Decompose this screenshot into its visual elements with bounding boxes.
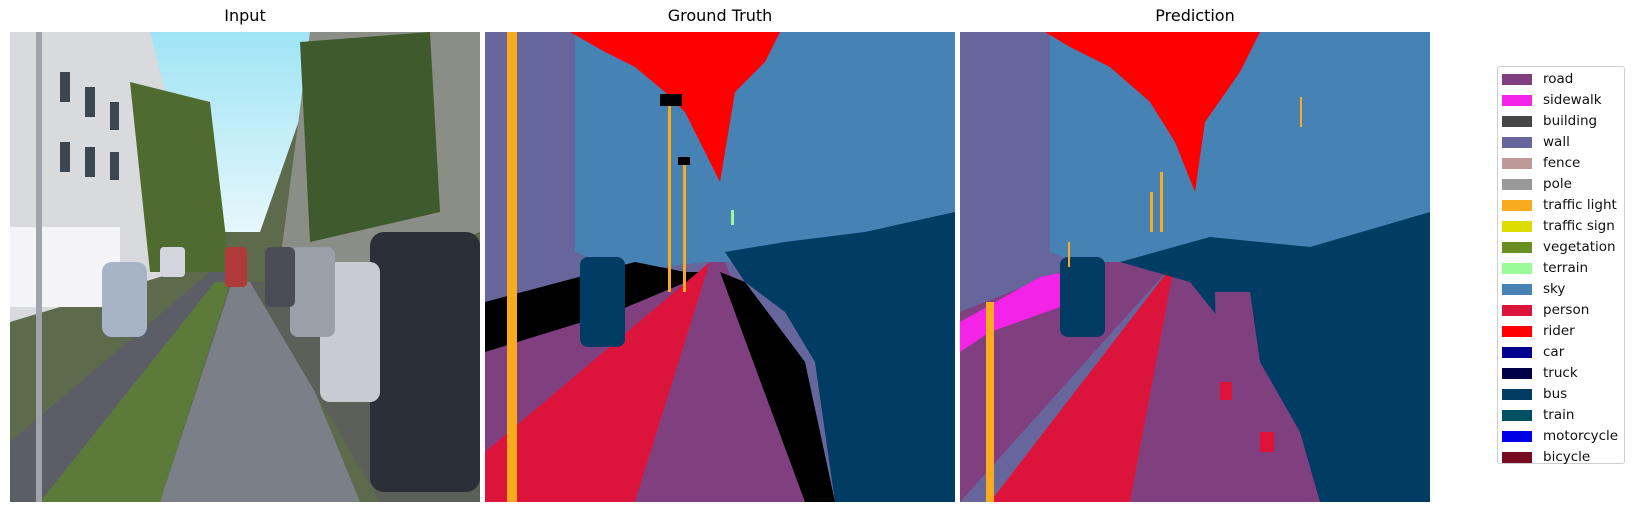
street-pole	[36, 32, 42, 502]
parked-cars	[102, 232, 480, 492]
legend-swatch	[1502, 221, 1532, 232]
right-trees	[300, 32, 440, 242]
legend-label: pole	[1543, 176, 1572, 192]
legend-item: sky	[1498, 279, 1624, 300]
legend-swatch	[1502, 347, 1532, 358]
legend-swatch	[1502, 95, 1532, 106]
legend-item: train	[1498, 405, 1624, 426]
main-road	[160, 282, 360, 502]
legend-swatch	[1502, 452, 1532, 463]
gt-road-center	[635, 262, 820, 502]
gt-rider	[570, 32, 780, 182]
legend-item: rider	[1498, 321, 1624, 342]
legend-label: person	[1543, 302, 1590, 318]
legend-label: vegetation	[1543, 239, 1616, 255]
legend-item: car	[1498, 342, 1624, 363]
legend-label: terrain	[1543, 260, 1589, 276]
legend-label: traffic light	[1543, 197, 1617, 213]
legend-swatch	[1502, 263, 1532, 274]
ground-truth-image	[485, 32, 955, 502]
legend-label: bicycle	[1543, 449, 1591, 465]
input-image	[10, 32, 480, 502]
prediction-image	[960, 32, 1430, 502]
legend-swatch	[1502, 137, 1532, 148]
legend-label: train	[1543, 407, 1575, 423]
legend-swatch	[1502, 200, 1532, 211]
legend-swatch	[1502, 74, 1532, 85]
pred-bus	[1120, 212, 1430, 502]
legend-label: truck	[1543, 365, 1578, 381]
prediction-title: Prediction	[1155, 6, 1235, 25]
legend-swatch	[1502, 242, 1532, 253]
gt-bus	[725, 212, 955, 502]
legend-item: wall	[1498, 132, 1624, 153]
legend-item: road	[1498, 69, 1624, 90]
legend-swatch	[1502, 158, 1532, 169]
left-trees	[130, 82, 230, 272]
legend-swatch	[1502, 305, 1532, 316]
pred-rider	[1045, 32, 1260, 192]
legend-label: fence	[1543, 155, 1581, 171]
legend-item: bus	[1498, 384, 1624, 405]
legend-label: rider	[1543, 323, 1575, 339]
input-panel: Input	[10, 0, 480, 511]
legend-item: traffic light	[1498, 195, 1624, 216]
legend-item: sidewalk	[1498, 90, 1624, 111]
pred-person-wedge	[990, 262, 1175, 502]
legend-label: building	[1543, 113, 1598, 129]
legend-label: wall	[1543, 134, 1570, 150]
legend-swatch	[1502, 410, 1532, 421]
legend: road sidewalk building wall fence pole t…	[1497, 66, 1625, 465]
legend-swatch	[1502, 368, 1532, 379]
legend-item: person	[1498, 300, 1624, 321]
legend-item: bicycle	[1498, 447, 1624, 468]
legend-swatch	[1502, 326, 1532, 337]
ground-truth-title: Ground Truth	[667, 6, 773, 25]
legend-item: building	[1498, 111, 1624, 132]
gt-black-right	[720, 272, 835, 502]
prediction-panel: Prediction	[960, 0, 1430, 511]
legend-swatch	[1502, 179, 1532, 190]
legend-item: traffic sign	[1498, 216, 1624, 237]
legend-item: vegetation	[1498, 237, 1624, 258]
legend-item: fence	[1498, 153, 1624, 174]
legend-label: car	[1543, 344, 1565, 360]
legend-item: truck	[1498, 363, 1624, 384]
legend-label: motorcycle	[1543, 428, 1619, 444]
legend-item: terrain	[1498, 258, 1624, 279]
legend-swatch	[1502, 431, 1532, 442]
legend-label: road	[1543, 71, 1574, 87]
legend-swatch	[1502, 389, 1532, 400]
input-title: Input	[224, 6, 266, 25]
pred-traffic-light-pole	[986, 302, 994, 502]
legend-label: sky	[1543, 281, 1566, 297]
legend-item: motorcycle	[1498, 426, 1624, 447]
legend-label: bus	[1543, 386, 1568, 402]
left-storefront	[10, 227, 120, 307]
legend-label: sidewalk	[1543, 92, 1602, 108]
legend-label: traffic sign	[1543, 218, 1615, 234]
gt-traffic-light-pole	[507, 32, 517, 502]
grass-median	[40, 282, 230, 502]
legend-swatch	[1502, 116, 1532, 127]
ground-truth-panel: Ground Truth	[485, 0, 955, 511]
legend-swatch	[1502, 284, 1532, 295]
legend-item: pole	[1498, 174, 1624, 195]
